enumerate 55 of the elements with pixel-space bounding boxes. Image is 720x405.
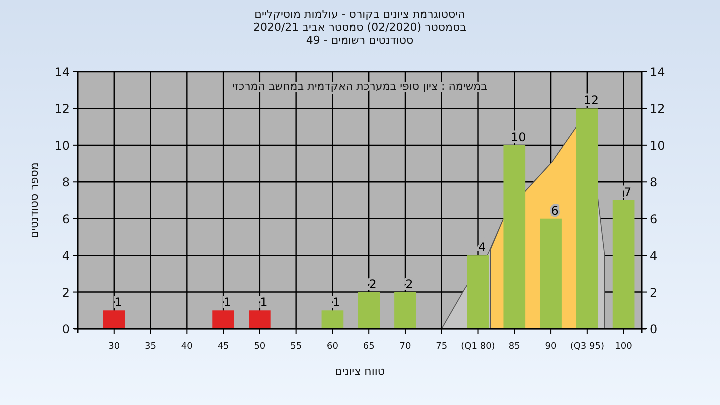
bar	[576, 108, 598, 329]
chart-subtitle: בסמסטר (02/2020) סמסטר אביב 2020/21 סטודנטים רשומים - 49	[253, 21, 467, 47]
data-label: 1	[224, 296, 232, 310]
y-tick-label: 4	[62, 249, 70, 264]
y2-tick-label: 14	[650, 66, 666, 80]
x-tick-label: 55	[290, 342, 302, 352]
y2-tick-label: 4	[650, 249, 658, 264]
data-label: 6	[551, 204, 559, 218]
x-tick-label: 30	[108, 342, 120, 352]
data-label: 4	[478, 240, 486, 255]
bar	[612, 200, 635, 329]
x-tick-label: 90	[545, 342, 558, 352]
y-tick-label: 14	[54, 66, 70, 80]
y-tick-label: 12	[54, 102, 70, 116]
y2-tick-label: 6	[650, 212, 658, 226]
x-tick-label: (Q3 95)	[570, 342, 604, 352]
x-tick-label: 70	[400, 342, 412, 352]
bar	[212, 310, 234, 329]
x-tick-label: 100	[615, 342, 633, 352]
x-tick-label: 40	[181, 342, 194, 352]
y-tick-label: 8	[62, 176, 70, 190]
y-tick-label: 10	[54, 138, 70, 153]
bar	[504, 145, 526, 329]
bar	[467, 256, 490, 329]
bar	[103, 310, 126, 329]
data-label: 1	[260, 296, 268, 310]
x-axis-title: טווח ציונים	[335, 365, 385, 378]
y-tick-label: 2	[62, 286, 70, 300]
x-tick-label: 60	[326, 342, 339, 352]
data-label: 1	[114, 296, 122, 310]
data-label: 2	[406, 277, 414, 292]
y-axis-title: מספר סטודנטים	[28, 162, 41, 238]
x-tick-label: 75	[436, 342, 448, 352]
x-tick-label: (Q1 80)	[461, 342, 496, 352]
bar	[394, 292, 416, 329]
bar	[540, 218, 562, 329]
data-label: 2	[369, 277, 377, 292]
x-tick-label: 45	[218, 342, 230, 352]
y-tick-label: 6	[62, 212, 70, 226]
data-label: 1	[332, 296, 341, 310]
x-tick-label: 65	[363, 342, 375, 352]
bar	[322, 310, 344, 329]
y2-tick-label: 10	[650, 138, 666, 153]
x-tick-label: 50	[254, 342, 266, 352]
x-tick-label: 35	[145, 342, 156, 352]
x-tick-label: 85	[508, 342, 520, 352]
y-tick-label: 0	[62, 322, 70, 336]
bar	[358, 292, 380, 329]
y2-tick-label: 12	[650, 102, 666, 116]
y2-tick-label: 2	[650, 286, 658, 300]
data-label: 7	[624, 186, 632, 200]
bar	[249, 310, 271, 329]
y2-tick-label: 8	[650, 176, 658, 190]
chart-title: היסטוגרמת ציונים בקורס - עולמות מוסיקליים	[254, 8, 466, 21]
y2-tick-label: 0	[650, 322, 658, 336]
